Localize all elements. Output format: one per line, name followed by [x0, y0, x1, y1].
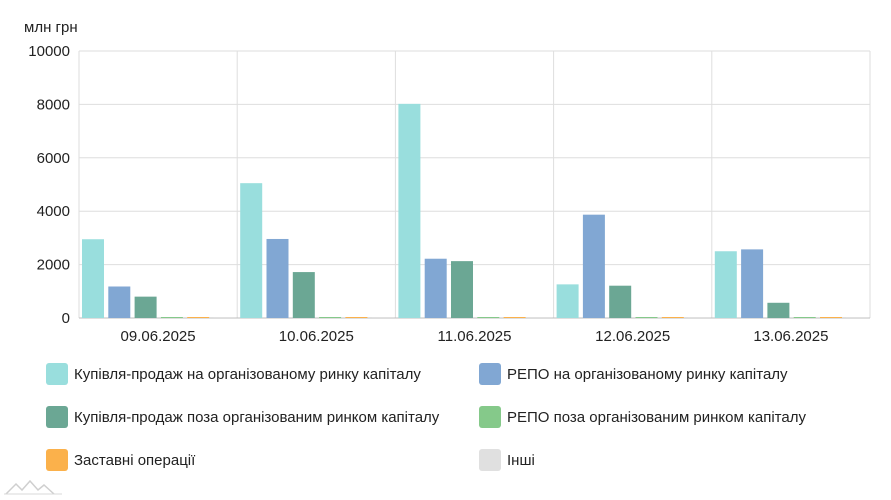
bar	[793, 317, 816, 318]
bar	[820, 317, 842, 318]
bar	[688, 317, 711, 318]
x-tick-label: 09.06.2025	[121, 328, 196, 345]
legend-swatch	[479, 406, 501, 428]
legend-label: Заставні операції	[74, 451, 196, 469]
y-tick-label: 6000	[37, 150, 70, 167]
x-tick-label: 10.06.2025	[279, 328, 354, 345]
legend-item[interactable]: Заставні операції	[46, 449, 195, 471]
bar	[292, 272, 315, 318]
bar	[160, 317, 183, 318]
legend-item[interactable]: Інші	[479, 449, 535, 471]
y-tick-label: 8000	[37, 96, 70, 113]
legend-swatch	[479, 449, 501, 471]
legend-item[interactable]: Купівля-продаж поза організованим ринком…	[46, 406, 439, 428]
bar	[477, 317, 500, 318]
y-tick-label: 0	[62, 310, 70, 327]
bar	[661, 317, 684, 318]
bar	[741, 249, 764, 318]
y-tick-label: 4000	[37, 203, 70, 220]
legend-item[interactable]: РЕПО поза організованим ринком капіталу	[479, 406, 806, 428]
legend-swatch	[46, 449, 68, 471]
bar	[213, 317, 236, 318]
bar	[846, 317, 869, 318]
bar	[609, 285, 632, 318]
bar	[371, 317, 394, 318]
legend-item[interactable]: Купівля-продаж на організованому ринку к…	[46, 363, 421, 385]
x-tick-label: 11.06.2025	[438, 328, 512, 345]
bar	[529, 317, 552, 318]
bar	[266, 238, 289, 318]
y-unit-label: млн грн	[24, 19, 78, 36]
bar	[108, 286, 131, 318]
bar	[767, 302, 790, 318]
bar	[635, 317, 658, 318]
bars	[82, 103, 869, 318]
bar	[319, 317, 342, 318]
bar	[134, 296, 157, 318]
y-tick-label: 10000	[28, 43, 70, 60]
bar	[187, 317, 210, 318]
legend-swatch	[46, 406, 68, 428]
bar	[582, 214, 605, 318]
legend-label: РЕПО поза організованим ринком капіталу	[507, 408, 806, 426]
y-tick-label: 2000	[37, 257, 70, 274]
bar	[424, 258, 447, 318]
grid-lines	[78, 50, 871, 319]
x-axis: 09.06.2025 10.06.2025 11.06.2025 12.06.2025…	[121, 328, 829, 345]
legend-label: Купівля-продаж на організованому ринку к…	[74, 365, 421, 383]
bar	[503, 317, 526, 318]
legend-label: Купівля-продаж поза організованим ринком…	[74, 408, 440, 426]
legend-swatch	[46, 363, 68, 385]
legend-item[interactable]: РЕПО на організованому ринку капіталу	[479, 363, 788, 385]
bar	[556, 284, 579, 318]
legend-label: РЕПО на організованому ринку капіталу	[507, 365, 788, 383]
bar	[398, 103, 421, 318]
bar	[714, 251, 737, 318]
x-tick-label: 13.06.2025	[753, 328, 828, 345]
bar	[240, 183, 263, 318]
bar	[345, 317, 368, 318]
bar	[451, 261, 473, 318]
logo-icon	[4, 479, 62, 495]
legend-label: Інші	[507, 451, 535, 469]
x-tick-label: 12.06.2025	[595, 328, 670, 345]
y-axis: 0 2000 4000 6000 8000 10000	[28, 43, 70, 327]
legend-swatch	[479, 363, 501, 385]
bar	[82, 239, 104, 318]
